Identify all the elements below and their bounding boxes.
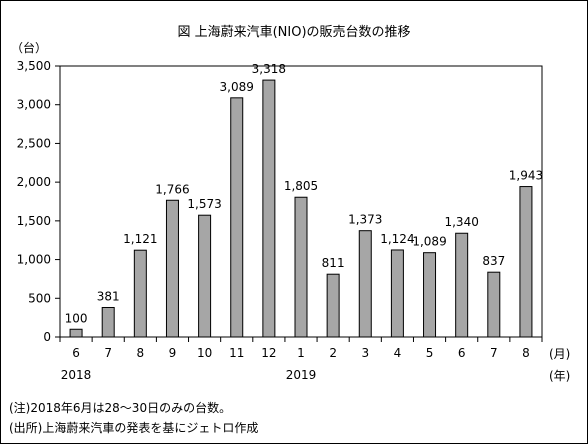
data-label: 1,124 <box>380 232 414 246</box>
data-label: 1,340 <box>444 215 478 229</box>
chart-title: 図 上海蔚来汽車(NIO)の販売台数の推移 <box>177 25 411 40</box>
bar <box>358 230 372 338</box>
data-label: 1,943 <box>509 169 543 183</box>
x-tick-label: 8 <box>522 346 530 360</box>
x-tick-label: 6 <box>72 346 80 360</box>
x-tick-label: 3 <box>361 346 369 360</box>
y-tick-label: 0 <box>43 330 51 344</box>
bar <box>423 252 437 338</box>
y-tick-label: 1,500 <box>17 214 51 228</box>
bar <box>455 232 469 338</box>
y-tick-label: 3,000 <box>17 98 51 112</box>
x-tick-label: 8 <box>137 346 145 360</box>
bar <box>133 249 147 338</box>
x-tick-label: 10 <box>197 346 212 360</box>
data-label: 1,805 <box>284 179 318 193</box>
x-tick-label: 7 <box>104 346 112 360</box>
bar <box>198 214 212 338</box>
data-label: 1,373 <box>348 213 382 227</box>
x-tick-label: 6 <box>458 346 466 360</box>
x-tick-label: 4 <box>394 346 402 360</box>
x-tick-label: 7 <box>490 346 498 360</box>
x-tick-label: 2 <box>329 346 337 360</box>
x-year-label: 2018 <box>61 368 92 382</box>
bar <box>101 306 115 338</box>
bar <box>230 97 244 338</box>
data-label: 1,766 <box>155 182 189 196</box>
bar <box>165 199 179 338</box>
data-label: 100 <box>65 311 88 325</box>
bar <box>326 273 340 338</box>
bar <box>294 196 308 338</box>
x-tick-label: 12 <box>261 346 276 360</box>
footnote: (注)2018年6月は28～30日のみの台数。 <box>9 401 232 415</box>
y-tick-label: 1,000 <box>17 253 51 267</box>
data-label: 381 <box>97 289 120 303</box>
data-label: 1,121 <box>123 232 157 246</box>
source-note: (出所)上海蔚来汽車の発表を基にジェトロ作成 <box>9 421 259 435</box>
y-axis-unit: （台） <box>11 41 48 55</box>
bar <box>390 249 404 338</box>
data-label: 3,318 <box>252 62 286 76</box>
y-tick-label: 3,500 <box>17 59 51 73</box>
x-tick-label: 9 <box>169 346 177 360</box>
x-tick-label: 11 <box>229 346 244 360</box>
y-tick-label: 2,500 <box>17 136 51 150</box>
bar <box>487 271 501 338</box>
data-label: 3,089 <box>220 80 254 94</box>
x-axis-year-unit: (年) <box>549 369 571 383</box>
bar <box>519 186 533 338</box>
y-tick-label: 2,000 <box>17 175 51 189</box>
data-label: 1,089 <box>412 235 446 249</box>
data-label: 1,573 <box>187 197 221 211</box>
bar <box>69 328 83 338</box>
x-tick-label: 1 <box>297 346 305 360</box>
data-label: 811 <box>322 256 345 270</box>
bar <box>262 79 276 338</box>
data-label: 837 <box>482 254 505 268</box>
x-axis-month-unit: (月) <box>549 347 571 361</box>
x-tick-label: 5 <box>426 346 434 360</box>
x-year-label: 2019 <box>286 368 317 382</box>
y-tick-label: 500 <box>28 291 51 305</box>
